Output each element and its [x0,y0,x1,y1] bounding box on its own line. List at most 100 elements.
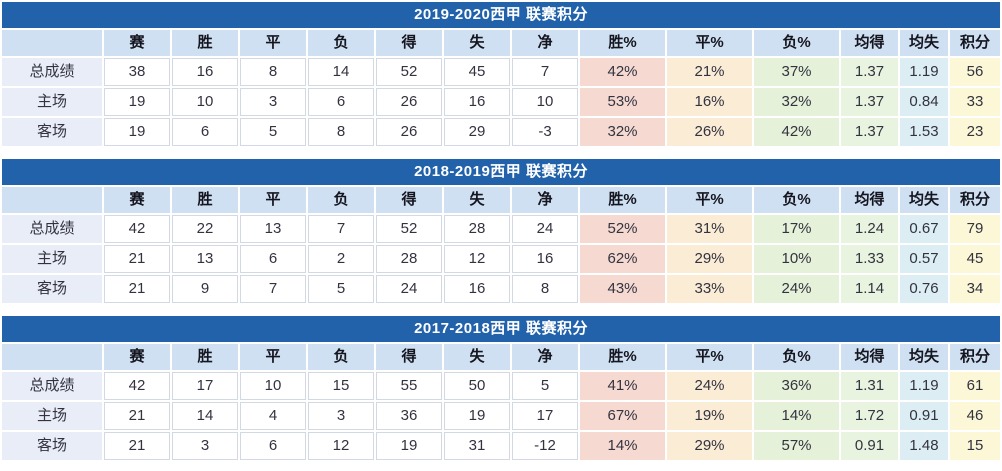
column-header: 得 [376,187,442,213]
stat-cell: 1.19 [900,58,948,86]
stat-cell: 21 [104,432,170,460]
column-header: 得 [376,30,442,56]
stat-cell: 17 [172,372,238,400]
row-label: 主场 [2,88,102,116]
stat-cell: 16 [172,58,238,86]
stat-cell: 0.57 [900,245,948,273]
stat-cell: 32% [754,88,839,116]
stat-cell: 14 [172,402,238,430]
stat-cell: 12 [444,245,510,273]
stat-cell: 42 [104,215,170,243]
stat-cell: 29% [667,245,752,273]
stat-cell: 7 [240,275,306,303]
column-header: 赛 [104,344,170,370]
stat-cell: 31 [444,432,510,460]
column-header: 赛 [104,187,170,213]
stat-cell: 13 [240,215,306,243]
stat-cell: 23 [950,118,1001,146]
stat-cell: 61 [950,372,1001,400]
stat-cell: 16 [444,275,510,303]
stat-cell: 8 [512,275,578,303]
stat-cell: 24 [376,275,442,303]
stat-cell: 10% [754,245,839,273]
row-label: 主场 [2,402,102,430]
stat-cell: 19 [104,118,170,146]
stat-cell: 15 [950,432,1001,460]
stat-cell: 14 [308,58,374,86]
stat-cell: 21% [667,58,752,86]
stat-cell: 62% [580,245,665,273]
stat-cell: 1.19 [900,372,948,400]
table-row: 客场 19 6 5 8 26 29 -3 32% 26% 42% 1.37 1.53 23 [2,118,1001,146]
stat-cell: 42% [580,58,665,86]
stat-cell: 45 [444,58,510,86]
stat-cell: 36% [754,372,839,400]
column-header: 均失 [900,344,948,370]
stat-cell: 17 [512,402,578,430]
column-header: 负 [308,187,374,213]
column-header: 均失 [900,187,948,213]
table-row: 主场 21 14 4 3 36 19 17 67% 19% 14% 1.72 0.91 46 [2,402,1001,430]
stat-cell: 1.14 [841,275,898,303]
stat-cell: 43% [580,275,665,303]
table-row: 总成绩 42 22 13 7 52 28 24 52% 31% 17% 1.24 0.67 79 [2,215,1001,243]
stat-cell: 16% [667,88,752,116]
column-header: 平% [667,187,752,213]
table-header-row: 赛胜平负得失净胜% 平% 负% 均得 均失 积分 [2,30,1001,56]
column-header: 均失 [900,30,948,56]
stat-cell: 37% [754,58,839,86]
stat-cell: 10 [240,372,306,400]
stat-cell: 24% [667,372,752,400]
stat-cell: 8 [240,58,306,86]
stat-cell: 8 [308,118,374,146]
stat-cell: 19% [667,402,752,430]
column-header: 胜% [580,187,665,213]
stat-cell: 26 [376,88,442,116]
stat-cell: 17% [754,215,839,243]
stat-cell: 32% [580,118,665,146]
corner-header-cell [2,187,102,213]
column-header: 胜% [580,30,665,56]
table-title-row: 2018-2019西甲 联赛积分 [2,159,1001,185]
column-header: 平% [667,30,752,56]
stat-cell: -12 [512,432,578,460]
column-header: 积分 [950,187,1001,213]
column-header: 平% [667,344,752,370]
stat-cell: 19 [444,402,510,430]
stat-cell: 67% [580,402,665,430]
stat-cell: 50 [444,372,510,400]
column-header: 负 [308,30,374,56]
season-stats-table: 2019-2020西甲 联赛积分 赛胜平负得失净胜% 平% 负% 均得 均失 积分 总成绩… [0,0,1002,148]
stat-cell: 4 [240,402,306,430]
stat-cell: 10 [172,88,238,116]
stat-cell: 9 [172,275,238,303]
column-header: 失 [444,344,510,370]
stat-cell: 21 [104,275,170,303]
table-row: 总成绩 42 17 10 15 55 50 5 41% 24% 36% 1.31 1.19 61 [2,372,1001,400]
stat-cell: 6 [240,245,306,273]
stat-cell: 6 [172,118,238,146]
season-stats-table: 2017-2018西甲 联赛积分 赛胜平负得失净胜% 平% 负% 均得 均失 积分 总成绩… [0,314,1002,462]
column-header: 均得 [841,30,898,56]
table-header-row: 赛胜平负得失净胜% 平% 负% 均得 均失 积分 [2,187,1001,213]
stat-cell: 29% [667,432,752,460]
stat-cell: 1.53 [900,118,948,146]
column-header: 净 [512,344,578,370]
stat-cell: 1.37 [841,58,898,86]
stat-cell: 1.31 [841,372,898,400]
stat-cell: 1.72 [841,402,898,430]
row-label: 客场 [2,432,102,460]
column-header: 失 [444,30,510,56]
stat-cell: 21 [104,245,170,273]
stat-cell: 5 [240,118,306,146]
stat-cell: 14% [580,432,665,460]
stat-cell: 5 [512,372,578,400]
stat-cell: 5 [308,275,374,303]
stat-cell: 1.33 [841,245,898,273]
stat-cell: 46 [950,402,1001,430]
table-row: 主场 21 13 6 2 28 12 16 62% 29% 10% 1.33 0.57 45 [2,245,1001,273]
stat-cell: 52 [376,58,442,86]
column-header: 负% [754,30,839,56]
stat-cell: 38 [104,58,170,86]
